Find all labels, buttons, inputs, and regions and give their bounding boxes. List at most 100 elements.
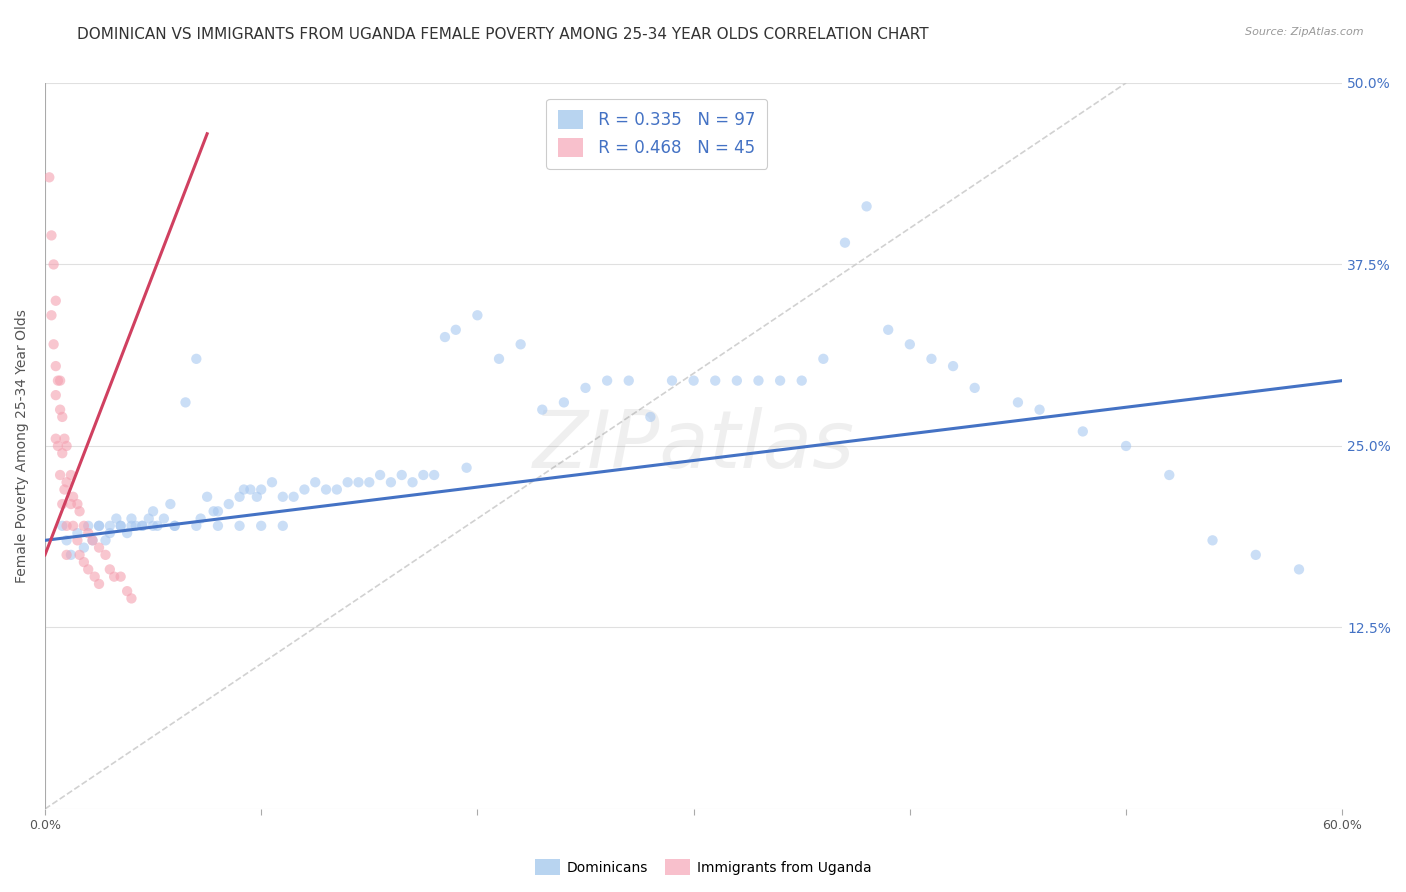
Point (412, 468, 434, 483)
Point (228, 490, 250, 504)
Point (59, 548, 82, 562)
Point (163, 518, 186, 533)
Point (153, 511, 176, 525)
Point (813, 351, 835, 366)
Point (855, 199, 877, 213)
Point (42, 257, 65, 271)
Point (49, 468, 72, 483)
Point (105, 511, 128, 525)
Point (73, 541, 96, 555)
Point (45, 432, 67, 446)
Point (46, 374, 69, 388)
Point (260, 475, 283, 490)
Point (347, 475, 370, 490)
Point (87, 518, 110, 533)
Point (69, 548, 91, 562)
Point (509, 337, 531, 351)
Point (190, 511, 212, 525)
Point (62, 518, 84, 533)
Point (271, 518, 294, 533)
Point (898, 337, 921, 351)
Legend:  R = 0.335   N = 97,  R = 0.468   N = 45: R = 0.335 N = 97, R = 0.468 N = 45 (547, 98, 768, 169)
Point (55, 548, 77, 562)
Point (1201, 533, 1223, 548)
Point (45, 388, 67, 402)
Point (115, 526, 138, 541)
Point (159, 497, 181, 511)
Point (877, 323, 900, 337)
Text: ZIPatlas: ZIPatlas (533, 407, 855, 485)
Point (359, 475, 381, 490)
Point (202, 504, 225, 518)
Point (704, 374, 727, 388)
Text: Source: ZipAtlas.com: Source: ZipAtlas.com (1246, 27, 1364, 37)
Point (391, 468, 413, 483)
Point (46, 439, 69, 453)
Point (218, 497, 240, 511)
Point (110, 518, 132, 533)
Point (433, 330, 456, 344)
Point (186, 351, 208, 366)
Point (186, 518, 208, 533)
Point (1288, 562, 1310, 576)
Point (55, 475, 77, 490)
Point (682, 374, 704, 388)
Point (55, 518, 77, 533)
Point (98, 562, 121, 576)
Point (94, 548, 117, 562)
Point (55, 533, 77, 548)
Point (228, 518, 250, 533)
Point (66, 533, 89, 548)
Point (488, 351, 510, 366)
Point (41, 228, 63, 243)
Point (42, 337, 65, 351)
Point (146, 518, 169, 533)
Point (232, 483, 254, 497)
Point (294, 483, 316, 497)
Point (747, 374, 769, 388)
Point (163, 518, 186, 533)
Point (66, 497, 89, 511)
Point (110, 569, 132, 583)
Point (1115, 439, 1137, 453)
Point (49, 374, 72, 388)
Point (73, 555, 96, 569)
Point (87, 518, 110, 533)
Point (51, 446, 73, 460)
Point (574, 381, 596, 395)
Point (45, 359, 67, 373)
Point (174, 395, 197, 409)
Point (725, 374, 748, 388)
Point (115, 584, 138, 599)
Point (401, 475, 423, 490)
Point (283, 490, 305, 504)
Point (195, 490, 218, 504)
Point (1071, 425, 1094, 439)
Point (142, 518, 165, 533)
Point (41, 308, 63, 322)
Point (963, 381, 986, 395)
Point (596, 374, 619, 388)
Point (82, 533, 104, 548)
Point (250, 518, 273, 533)
Point (110, 518, 132, 533)
Point (326, 483, 349, 497)
Point (120, 511, 142, 525)
Point (617, 374, 640, 388)
Point (59, 497, 82, 511)
Point (553, 395, 575, 409)
Point (77, 518, 100, 533)
Point (250, 483, 273, 497)
Point (45, 293, 67, 308)
Point (531, 402, 554, 417)
Point (77, 562, 100, 576)
Point (103, 569, 125, 583)
Point (83, 569, 105, 583)
Point (207, 504, 229, 518)
Point (62, 490, 84, 504)
Point (120, 591, 142, 606)
Point (49, 402, 72, 417)
Point (120, 518, 142, 533)
Point (53, 432, 76, 446)
Point (87, 577, 110, 591)
